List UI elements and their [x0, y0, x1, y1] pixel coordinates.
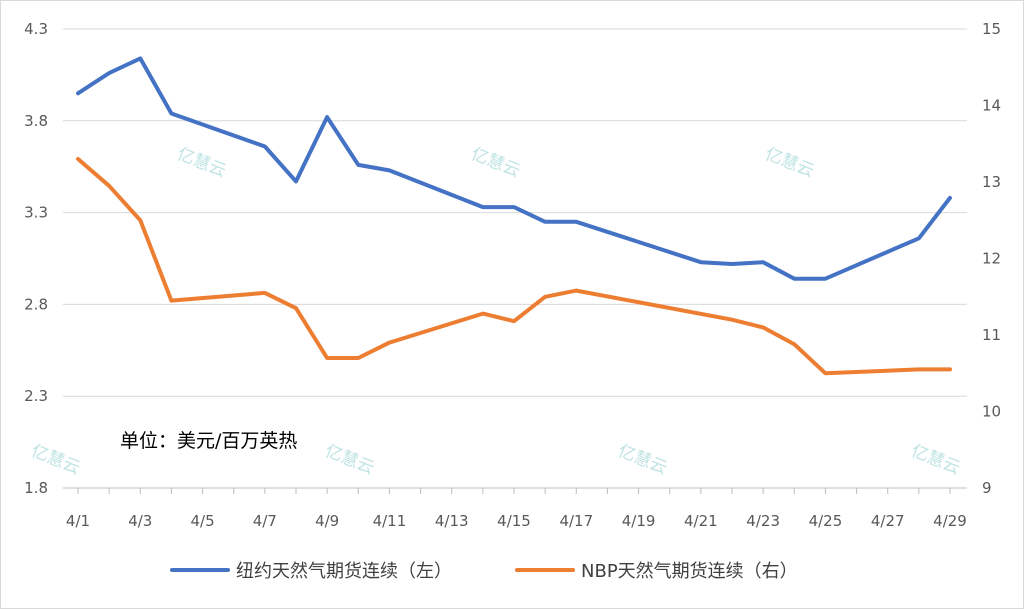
- x-tick-label: 4/9: [315, 512, 339, 530]
- x-tick-label: 4/11: [373, 512, 407, 530]
- y-left-tick-label: 3.8: [24, 112, 48, 130]
- x-tick-label: 4/15: [497, 512, 531, 530]
- legend-label: 纽约天然气期货连续（左）: [236, 561, 452, 582]
- y-right-tick-label: 15: [982, 20, 1001, 38]
- x-tick-label: 4/13: [435, 512, 469, 530]
- x-tick-label: 4/29: [933, 512, 967, 530]
- x-tick-label: 4/17: [559, 512, 593, 530]
- legend: 纽约天然气期货连续（左） NBP天然气期货连续（右）: [170, 561, 798, 582]
- x-tick-label: 4/25: [809, 512, 843, 530]
- y-left-tick-label: 2.3: [24, 387, 48, 405]
- y-left-tick-label: 3.3: [24, 204, 48, 222]
- y-right-tick-label: 12: [982, 250, 1001, 268]
- y-left-tick-label: 2.8: [24, 295, 48, 313]
- series-line-right: [76, 157, 952, 376]
- series-line-left: [76, 56, 952, 281]
- y-right-tick-label: 9: [982, 479, 992, 497]
- y-right-tick-label: 11: [982, 326, 1001, 344]
- x-tick-label: 4/1: [66, 512, 90, 530]
- series-layer: [76, 56, 952, 376]
- y-left-tick-label: 1.8: [24, 479, 48, 497]
- y-right-tick-label: 14: [982, 97, 1001, 115]
- x-tick-label: 4/7: [253, 512, 277, 530]
- x-tick-label: 4/3: [128, 512, 152, 530]
- y-left-tick-label: 4.3: [24, 20, 48, 38]
- axes: 1.8 2.3 2.8 3.3 3.8 4.3 9 10 11 12 13 14 15 4/1 4/3 4/5…: [24, 20, 1001, 530]
- legend-label: NBP天然气期货连续（右）: [581, 561, 798, 582]
- x-tick-label: 4/23: [746, 512, 780, 530]
- unit-label: 单位：美元/百万英热: [120, 430, 297, 452]
- x-tick-label: 4/27: [871, 512, 905, 530]
- x-tick-label: 4/5: [191, 512, 215, 530]
- y-right-tick-label: 10: [982, 403, 1001, 421]
- x-tick-label: 4/19: [622, 512, 656, 530]
- y-right-tick-label: 13: [982, 173, 1001, 191]
- x-tick-label: 4/21: [684, 512, 718, 530]
